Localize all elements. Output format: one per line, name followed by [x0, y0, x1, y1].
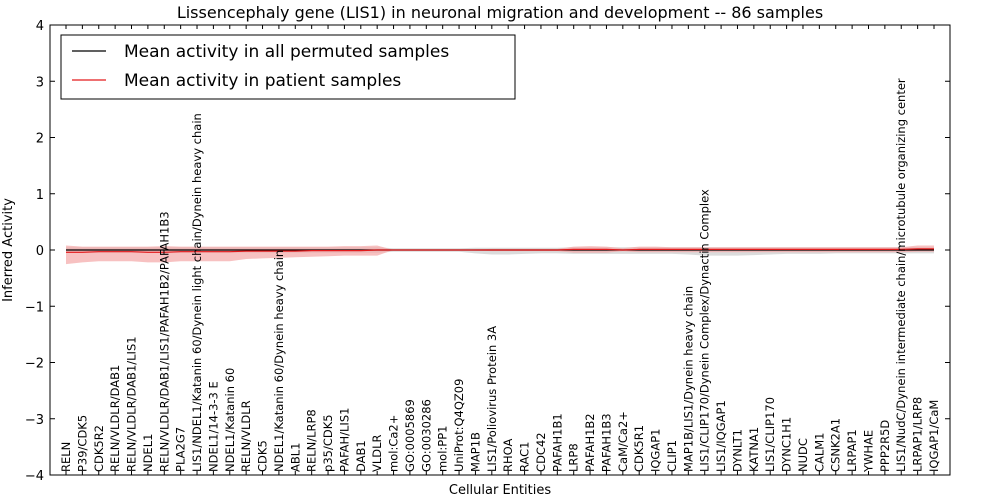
x-category-label: LRPAP1 [845, 429, 859, 472]
x-category-label: ABL1 [288, 443, 302, 472]
x-category-label: RELN [59, 442, 73, 472]
x-category-label: mol:PP1 [436, 426, 450, 473]
y-tick-label: 3 [36, 75, 44, 90]
x-category-label: LIS1/Poliovirus Protein 3A [485, 326, 499, 472]
y-tick-label: 1 [36, 188, 44, 203]
x-category-label: MAP1B [468, 432, 482, 472]
x-category-label: MAP1B/LIS1/Dynein heavy chain [681, 286, 695, 472]
x-category-label: IQGAP1 [649, 429, 663, 472]
x-category-label: p35/CDK5 [321, 414, 335, 472]
x-category-label: KATNA1 [747, 427, 761, 472]
x-category-labels: RELN P39/CDK5 CDK5R2 RELN/VLDLR/DAB1 RELN/VL… [59, 78, 941, 473]
x-category-label: LIS1/CLIP170/Dynein Complex/Dynactin Com… [698, 189, 712, 472]
x-category-label: CaM/Ca2+ [616, 411, 630, 472]
x-category-label: GO:0005869 [403, 399, 417, 472]
legend-box [60, 34, 516, 100]
y-tick-label: −2 [25, 357, 44, 372]
x-category-label: RELN/VLDLR/DAB1/LIS1/PAFAH1B2/PAFAH1B3 [157, 211, 171, 472]
x-category-label: PAFAH1B2 [583, 413, 597, 472]
x-category-label: LIS1/NudC/Dynein intermediate chain/micr… [894, 78, 908, 472]
x-category-label: mol:Ca2+ [387, 415, 401, 472]
x-category-label: NDEL1/Katanin 60/Dynein heavy chain [272, 250, 286, 472]
y-tick-label: 0 [36, 244, 44, 259]
x-category-label: IQGAP1/CaM [927, 400, 941, 472]
x-category-label: RELN/VLDLR [239, 400, 253, 472]
x-category-label: UniProt:Q4QZ09 [452, 379, 466, 472]
x-category-label: LRP8 [567, 443, 581, 472]
x-category-label: CDK5R1 [632, 425, 646, 472]
x-category-label: RHOA [501, 439, 515, 472]
x-category-label: LIS1/NDEL1/Katanin 60/Dynein light chain… [190, 113, 204, 472]
legend: Mean activity in all permuted samples Me… [60, 34, 516, 100]
x-category-label: GO:0030286 [419, 399, 433, 472]
x-category-label: CALM1 [812, 432, 826, 472]
x-category-label: LRPAP1/LRP8 [911, 397, 925, 472]
x-category-label: NDEL1 [141, 434, 155, 472]
legend-label-permuted: Mean activity in all permuted samples [124, 42, 449, 62]
x-category-label: DYNC1H1 [780, 417, 794, 472]
x-category-label: LIS1/CLIP170 [763, 397, 777, 472]
x-category-label: NDEL1/Katanin 60 [223, 368, 237, 472]
y-tick-label: −3 [25, 413, 44, 428]
x-category-label: YWHAE [862, 430, 876, 473]
x-category-label: PAFAH1B3 [600, 413, 614, 472]
x-category-label: CDC42 [534, 432, 548, 472]
y-tick-label: 4 [36, 19, 44, 34]
chart-title: Lissencephaly gene (LIS1) in neuronal mi… [177, 3, 823, 22]
y-axis-label: Inferred Activity [1, 198, 16, 302]
x-category-label: NDEL1/14-3-3 E [206, 381, 220, 472]
x-category-label: VLDLR [370, 434, 384, 472]
x-category-label: CLIP1 [665, 440, 679, 472]
x-category-label: CDK5 [256, 440, 270, 472]
x-category-label: PLA2G7 [174, 427, 188, 472]
x-category-label: NUDC [796, 438, 810, 472]
x-category-label: CSNK2A1 [829, 418, 843, 472]
x-category-label: RAC1 [518, 441, 532, 472]
x-category-label: LIS1/IQGAP1 [714, 400, 728, 472]
x-category-label: PAFAH1B1 [550, 413, 564, 472]
x-category-label: RELN/VLDLR/DAB1/LIS1 [125, 336, 139, 472]
y-tick-label: −1 [25, 300, 44, 315]
x-category-label: PAFAH/LIS1 [337, 408, 351, 472]
x-category-label: DYNLT1 [731, 429, 745, 472]
line-series-1 [66, 248, 934, 253]
x-axis-label: Cellular Entities [449, 483, 551, 498]
x-category-label: P39/CDK5 [75, 415, 89, 472]
x-category-label: RELN/VLDLR/DAB1 [108, 365, 122, 472]
legend-label-patient: Mean activity in patient samples [124, 71, 401, 91]
y-axis-ticks: −4 −3 −2 −1 0 1 2 3 4 [25, 19, 950, 484]
x-axis-ticks [65, 25, 935, 475]
y-tick-label: 2 [36, 132, 44, 147]
series-lines [66, 248, 934, 253]
y-tick-label: −4 [25, 469, 44, 484]
x-category-label: PPP2R5D [878, 420, 892, 472]
x-category-label: CDK5R2 [92, 425, 106, 472]
x-category-label: RELN/LRP8 [305, 409, 319, 472]
x-category-label: DAB1 [354, 440, 368, 472]
